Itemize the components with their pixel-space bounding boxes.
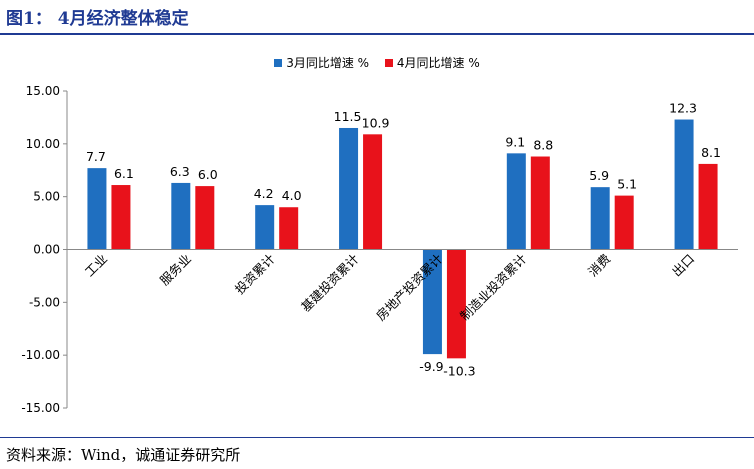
- bar-march: [506, 153, 526, 250]
- data-label: 6.0: [198, 167, 218, 182]
- data-label: 11.5: [334, 109, 362, 124]
- y-tick-label: -15.00: [21, 401, 60, 415]
- y-tick-label: 15.00: [26, 84, 60, 98]
- title-divider: [0, 33, 754, 35]
- category-label: 工业: [82, 251, 110, 279]
- bar-march: [255, 205, 275, 250]
- y-tick-label: 10.00: [26, 137, 60, 151]
- data-label: 9.1: [505, 134, 525, 149]
- bar-april: [195, 186, 215, 250]
- data-label: 8.1: [701, 145, 721, 160]
- bar-march: [422, 249, 442, 355]
- bar-march: [339, 127, 359, 250]
- data-label: 5.1: [617, 177, 637, 192]
- data-label: -10.3: [443, 363, 475, 378]
- category-label: 投资累计: [232, 251, 278, 297]
- category-label: 服务业: [157, 251, 194, 288]
- data-label: 4.2: [254, 186, 274, 201]
- data-label: 10.9: [362, 115, 390, 130]
- legend-swatch-march: [274, 59, 283, 67]
- data-label: 5.9: [589, 168, 609, 183]
- bar-april: [279, 207, 299, 250]
- bar-april: [698, 163, 718, 250]
- source-note: 资料来源：Wind，诚通证券研究所: [6, 446, 241, 464]
- category-label: 制造业投资累计: [457, 251, 529, 323]
- bar-april: [530, 156, 550, 250]
- data-label: 4.0: [282, 188, 302, 203]
- data-label: 6.3: [170, 164, 190, 179]
- bar-march: [171, 182, 191, 250]
- data-label: -9.9: [419, 359, 443, 374]
- category-label: 基建投资累计: [298, 251, 362, 315]
- figure-title: 图1： 4月经济整体稳定: [6, 9, 189, 29]
- legend-swatch-april: [384, 59, 393, 67]
- data-label: 7.7: [86, 149, 106, 164]
- legend-item-march: 3月同比增速 %: [274, 54, 369, 71]
- y-tick-label: 0.00: [33, 243, 60, 257]
- bar-april: [111, 185, 131, 250]
- bar-april: [363, 134, 383, 250]
- legend-item-april: 4月同比增速 %: [384, 54, 480, 71]
- y-tick-label: 5.00: [33, 190, 60, 204]
- chart-legend: 3月同比增速 % 4月同比增速 %: [0, 54, 754, 71]
- bar-march: [674, 119, 694, 250]
- data-label: 12.3: [669, 101, 697, 116]
- category-label: 出口: [669, 251, 697, 279]
- bar-march: [87, 168, 107, 250]
- bar-april: [446, 249, 466, 359]
- bar-april: [614, 195, 634, 250]
- category-label: 消费: [585, 251, 613, 279]
- legend-label-april: 4月同比增速 %: [396, 56, 480, 70]
- y-tick-label: -5.00: [29, 295, 60, 309]
- bar-march: [590, 187, 610, 250]
- data-label: 8.8: [533, 138, 553, 153]
- y-tick-label: -10.00: [21, 348, 60, 362]
- footer-divider: [0, 437, 754, 438]
- legend-label-march: 3月同比增速 %: [286, 56, 370, 70]
- data-label: 6.1: [114, 166, 134, 181]
